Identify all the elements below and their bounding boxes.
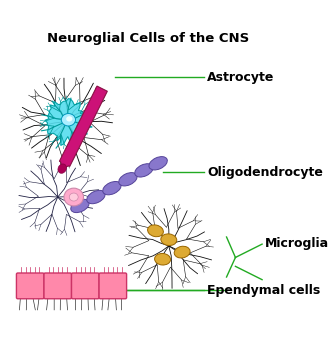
Ellipse shape: [174, 246, 190, 258]
Text: Oligodendrocyte: Oligodendrocyte: [207, 166, 323, 179]
Ellipse shape: [58, 164, 66, 173]
Ellipse shape: [87, 191, 105, 204]
Polygon shape: [45, 99, 92, 145]
Ellipse shape: [61, 113, 75, 126]
FancyBboxPatch shape: [99, 273, 127, 299]
FancyArrow shape: [59, 86, 107, 169]
Ellipse shape: [119, 172, 137, 186]
Ellipse shape: [69, 193, 78, 201]
Text: Astrocyte: Astrocyte: [207, 70, 274, 84]
Ellipse shape: [71, 199, 89, 213]
Text: Ependymal cells: Ependymal cells: [207, 284, 320, 297]
Text: Microglia: Microglia: [265, 237, 329, 250]
FancyBboxPatch shape: [16, 273, 44, 299]
Ellipse shape: [161, 234, 177, 246]
Ellipse shape: [66, 116, 72, 121]
Text: Neuroglial Cells of the CNS: Neuroglial Cells of the CNS: [47, 32, 249, 45]
FancyBboxPatch shape: [71, 273, 99, 299]
Ellipse shape: [103, 181, 121, 195]
Ellipse shape: [64, 188, 84, 206]
Ellipse shape: [149, 156, 167, 170]
Ellipse shape: [155, 253, 171, 265]
Ellipse shape: [135, 164, 153, 177]
Ellipse shape: [148, 225, 163, 237]
FancyBboxPatch shape: [44, 273, 71, 299]
